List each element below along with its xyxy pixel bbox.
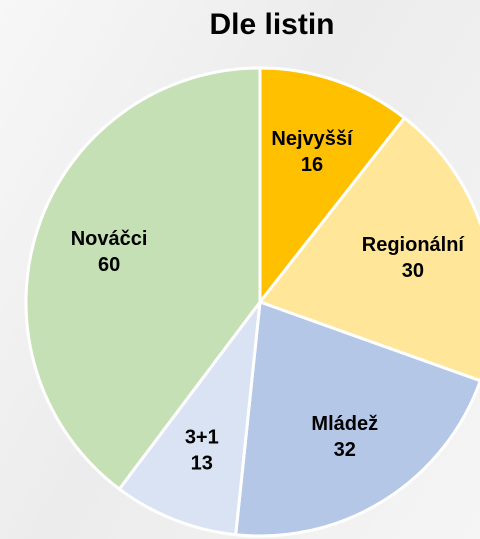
pie-slice: [117, 296, 263, 537]
slice-label: Mládež: [311, 413, 378, 435]
pie-slice: [24, 66, 262, 492]
pie-slice: [258, 66, 407, 307]
pie-slice: [257, 115, 480, 383]
slice-label: Nováčci: [71, 228, 148, 250]
slice-value: 30: [402, 260, 424, 282]
slice-label: Regionální: [362, 234, 466, 256]
slice-value: 16: [301, 154, 323, 176]
slice-label: 3+1: [185, 426, 219, 448]
slice-value: 32: [334, 439, 356, 461]
slice-value: 13: [191, 452, 213, 474]
chart-title: Dle listin: [209, 8, 334, 41]
slice-value: 60: [98, 254, 120, 276]
pie-slice: [234, 299, 480, 538]
slice-label: Nejvyšší: [271, 128, 354, 150]
